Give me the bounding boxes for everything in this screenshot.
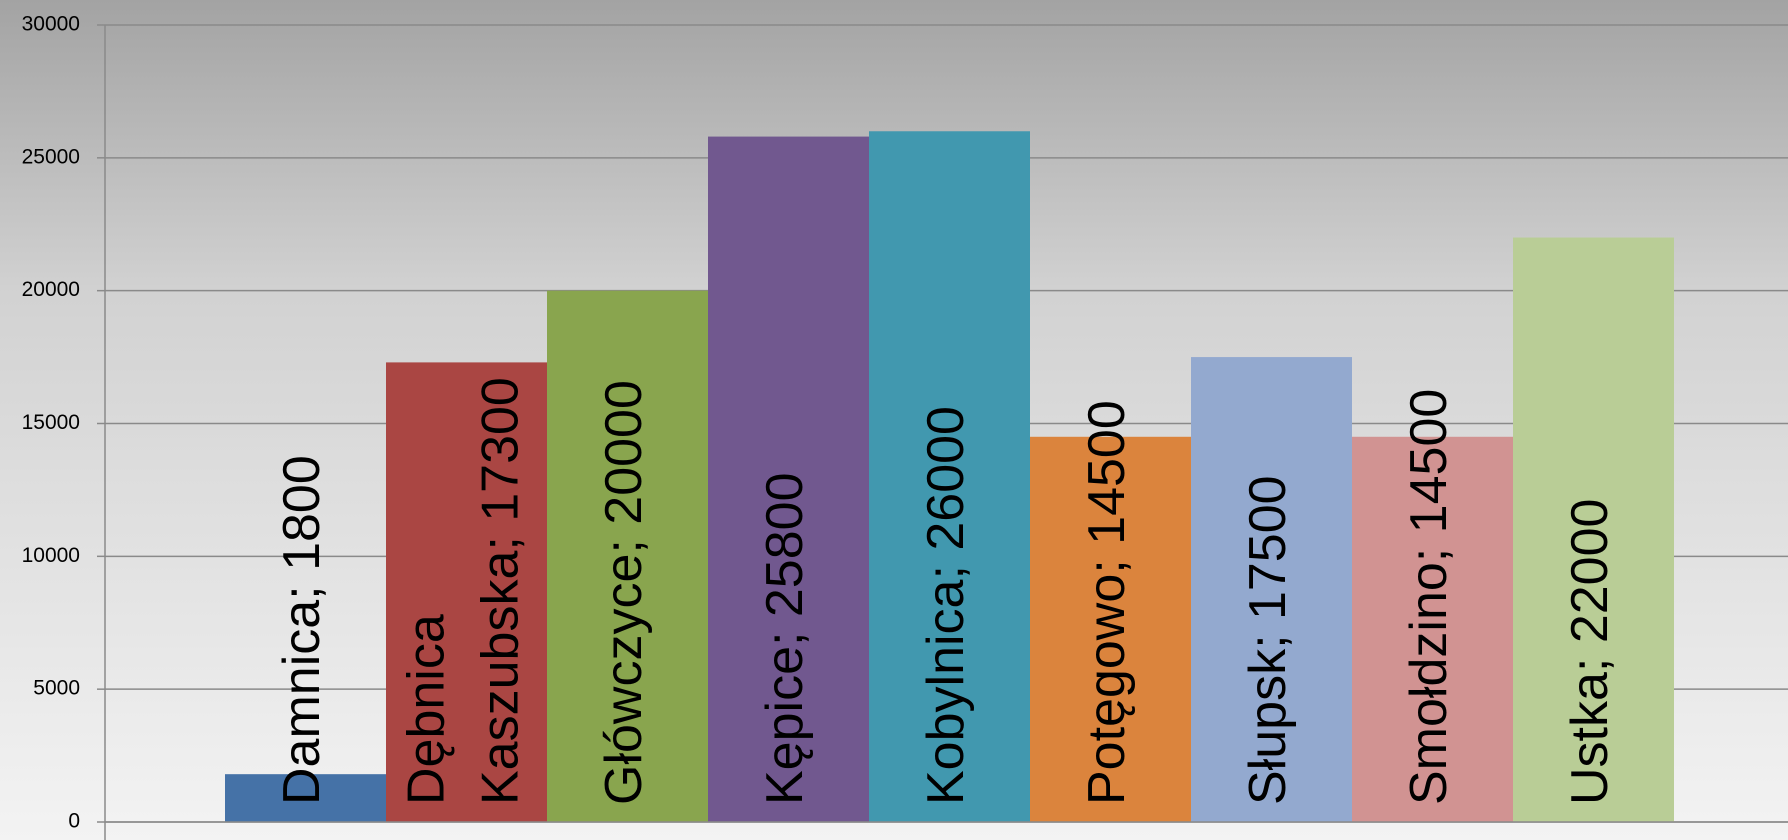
data-label: Damnica; 1800: [273, 455, 331, 805]
y-tick-label: 0: [68, 810, 80, 833]
data-label: Potęgowo; 14500: [1078, 400, 1136, 805]
data-label: Smołdzino; 14500: [1400, 389, 1458, 805]
bar: [225, 774, 386, 822]
y-tick-label: 5000: [33, 677, 80, 700]
y-tick-label: 20000: [22, 278, 80, 301]
data-label: Słupsk; 17500: [1239, 475, 1297, 805]
data-label: Ustka; 22000: [1561, 499, 1619, 805]
y-tick-label: 25000: [22, 145, 80, 168]
bar: [1513, 237, 1674, 823]
bar: [1191, 357, 1352, 822]
data-label: Kępice; 25800: [756, 473, 814, 806]
data-label: Dębnica Kaszubska; 17300: [397, 377, 529, 805]
bar: [1352, 436, 1513, 822]
y-tick-label: 15000: [22, 411, 80, 434]
data-label: Główczyce; 20000: [595, 380, 653, 805]
data-label: Kobylnica; 26000: [917, 406, 975, 805]
y-tick-label: 10000: [22, 544, 80, 567]
y-tick-label: 30000: [22, 13, 80, 36]
bar: [386, 362, 547, 822]
bar: [708, 136, 869, 822]
bar: [1030, 436, 1191, 822]
bar: [869, 131, 1030, 822]
bar: [547, 290, 708, 823]
